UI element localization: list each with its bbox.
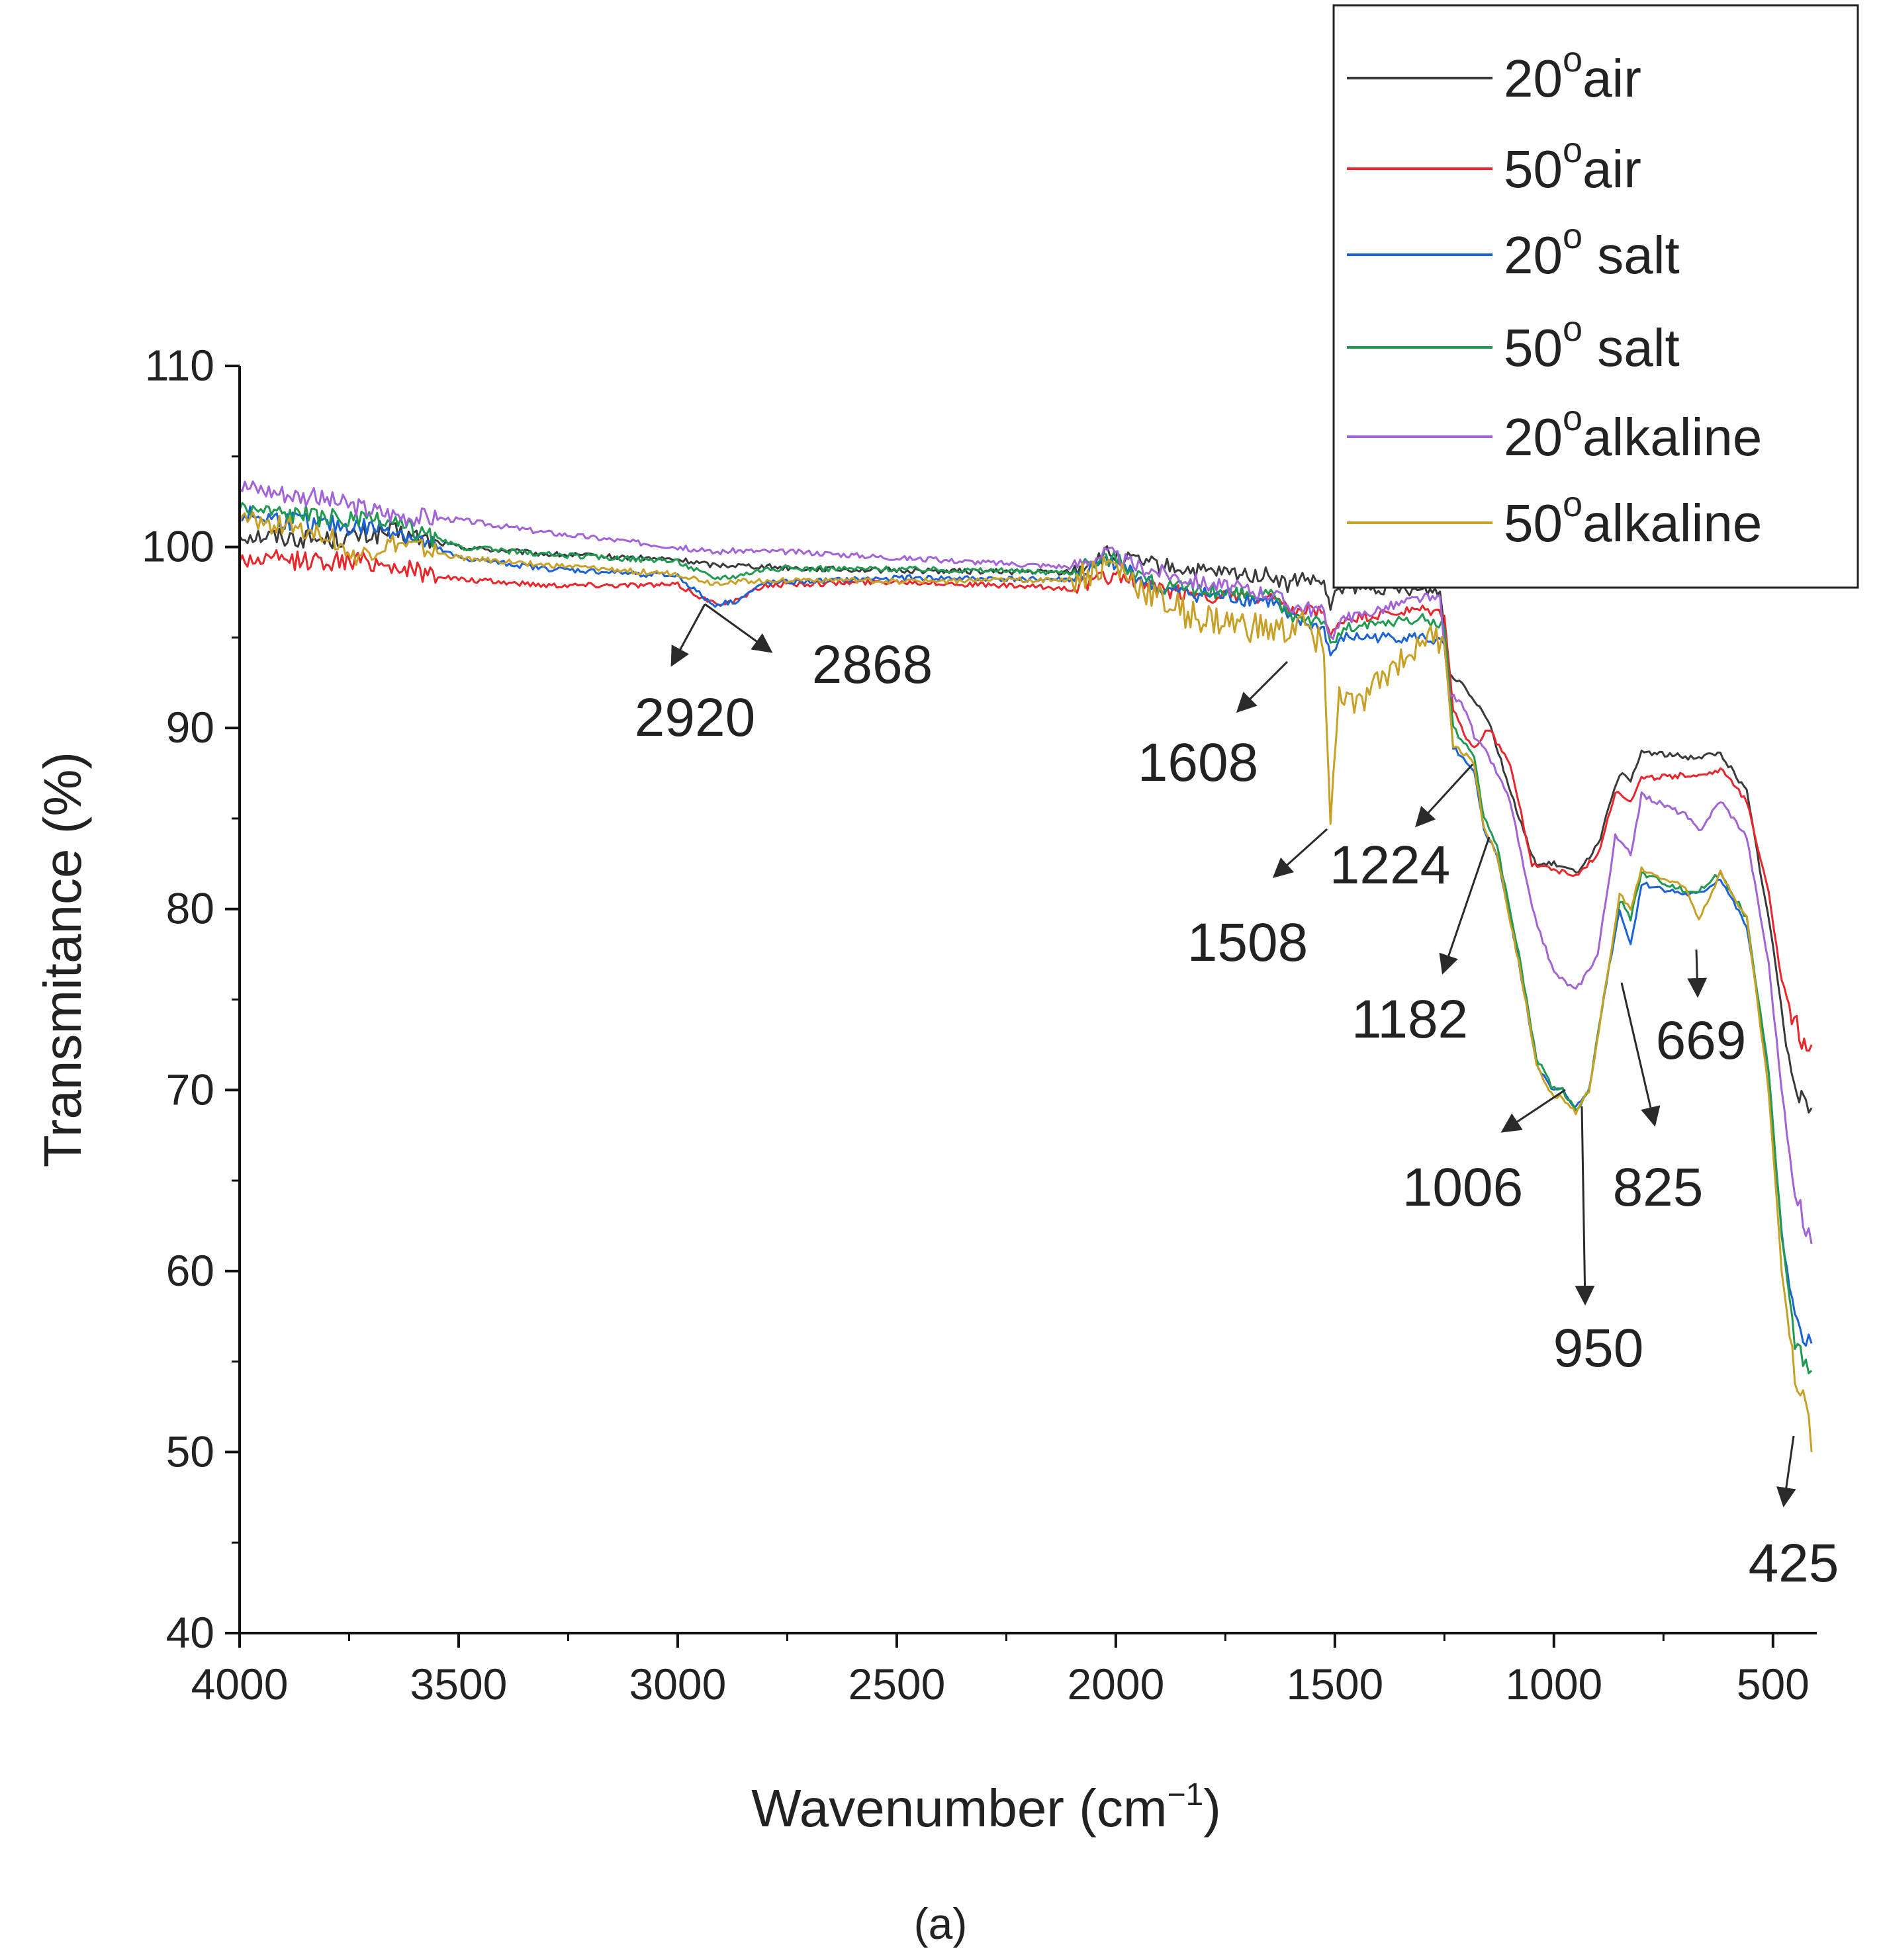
legend-label-3: 50o salt <box>1504 309 1680 377</box>
x-axis-title-main: Wavenumber (cm <box>751 1779 1167 1838</box>
y-axis-title: Transmitance (%) <box>33 752 92 1167</box>
legend-box <box>1332 4 1859 589</box>
y-tick-label-60: 60 <box>166 1246 214 1295</box>
peak-label-425: 425 <box>1749 1533 1839 1593</box>
x-tick-label-3500: 3500 <box>410 1660 508 1709</box>
y-tick-label-90: 90 <box>166 703 214 752</box>
series-line-5 <box>238 511 1813 1452</box>
series-line-3 <box>238 502 1813 1374</box>
legend-label-2: 20o salt <box>1504 216 1680 285</box>
peak-label-2868: 2868 <box>812 635 933 695</box>
peak-labels: 2920 2868 1608 1508 1224 1182 1006 950 8… <box>635 635 1839 1593</box>
peak-arrow-825 <box>1620 982 1661 1127</box>
peak-label-1608: 1608 <box>1138 733 1258 793</box>
x-tick-label-1000: 1000 <box>1505 1660 1602 1709</box>
y-tick-label-40: 40 <box>166 1608 214 1657</box>
peak-arrow-1224 <box>1414 763 1474 828</box>
peak-arrow-2920 <box>670 603 706 667</box>
x-tick-label-1500: 1500 <box>1286 1660 1383 1709</box>
x-tick-label-3000: 3000 <box>629 1660 727 1709</box>
series-line-0 <box>238 522 1813 1114</box>
axis-ticks: 4000 3500 3000 2500 2000 1500 1000 500 40 50 60 70 8… <box>142 341 1810 1709</box>
peak-arrow-425 <box>1776 1435 1796 1507</box>
peak-arrow-1608 <box>1236 660 1289 713</box>
peak-arrow-2868 <box>704 603 773 653</box>
peak-label-950: 950 <box>1553 1318 1644 1378</box>
series-line-4 <box>238 480 1813 1245</box>
peak-label-2920: 2920 <box>635 688 755 748</box>
y-tick-label-70: 70 <box>166 1065 214 1114</box>
peak-label-669: 669 <box>1656 1010 1747 1071</box>
legend-label-5: 50oalkaline <box>1504 484 1762 553</box>
y-tick-label-80: 80 <box>166 884 214 933</box>
peak-arrows <box>670 603 1796 1507</box>
peak-label-1224: 1224 <box>1330 835 1450 895</box>
peak-arrow-1182 <box>1439 836 1491 975</box>
y-tick-label-100: 100 <box>142 522 214 571</box>
y-tick-label-50: 50 <box>166 1427 214 1476</box>
peak-arrow-1006 <box>1500 1089 1566 1133</box>
figure-caption: (a) <box>914 1899 968 1948</box>
legend-label-1: 50oair <box>1504 130 1641 199</box>
y-tick-label-110: 110 <box>145 341 214 390</box>
peak-label-1006: 1006 <box>1402 1157 1523 1218</box>
x-axis-title-end: ) <box>1203 1779 1221 1838</box>
legend-label-4: 20oalkaline <box>1504 398 1762 467</box>
legend: 20oair 50oair 20o salt 50o salt 20oalkaline 5… <box>1332 4 1859 589</box>
legend-label-0: 20oair <box>1504 40 1641 108</box>
x-tick-label-2000: 2000 <box>1067 1660 1164 1709</box>
legend-entries: 20oair 50oair 20o salt 50o salt 20oalkaline 5… <box>1347 40 1762 553</box>
x-tick-label-2500: 2500 <box>849 1660 946 1709</box>
peak-arrow-1508 <box>1272 828 1328 879</box>
x-tick-label-4000: 4000 <box>191 1660 289 1709</box>
x-axis-title-sup: −1 <box>1167 1777 1203 1812</box>
peak-arrow-950 <box>1575 1106 1595 1306</box>
x-axis-title: Wavenumber (cm−1) <box>751 1777 1221 1838</box>
peak-label-1182: 1182 <box>1352 989 1468 1049</box>
x-tick-label-500: 500 <box>1737 1660 1810 1709</box>
peak-label-825: 825 <box>1613 1157 1704 1218</box>
series-line-1 <box>238 549 1813 1052</box>
series-line-2 <box>238 505 1813 1347</box>
peak-label-1508: 1508 <box>1187 913 1308 973</box>
peak-arrow-669 <box>1687 949 1708 998</box>
series-lines <box>238 480 1813 1452</box>
